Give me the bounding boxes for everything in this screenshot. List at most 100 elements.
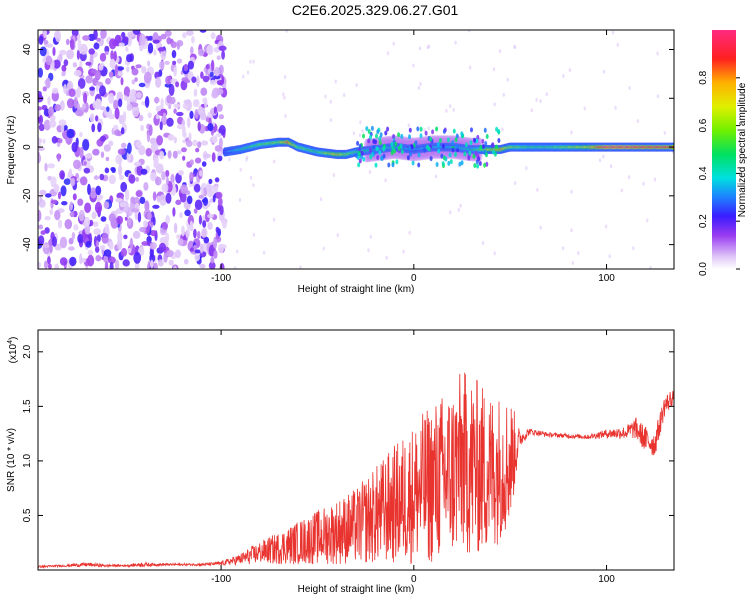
heatmap-disturbed-cell <box>409 151 413 157</box>
heatmap-disturbed-cell <box>493 151 497 157</box>
heatmap-disturbed-cell <box>387 162 391 168</box>
heatmap-disturbed-cell <box>358 158 362 164</box>
heatmap-noise-cell <box>186 117 191 128</box>
heatmap-sparse-cell <box>418 46 422 51</box>
heatmap-noise-cell <box>180 184 188 195</box>
heatmap-sparse-cell <box>238 198 242 202</box>
heatmap-sparse-cell <box>252 183 255 188</box>
heatmap-sparse-cell <box>427 126 430 131</box>
heatmap-disturbed-cell <box>395 159 399 165</box>
heatmap-noise-cell <box>152 39 160 44</box>
heatmap-noise-cell <box>150 230 157 237</box>
heatmap-noise-cell <box>66 82 72 90</box>
heatmap-noise-cell <box>175 249 181 259</box>
heatmap-noise-cell <box>115 259 120 269</box>
heatmap-noise-cell <box>194 249 202 254</box>
heatmap-disturbed-cell <box>441 143 445 149</box>
heatmap-disturbed-cell <box>491 142 495 148</box>
heatmap-sparse-cell <box>568 68 572 73</box>
heatmap-noise-cell <box>183 99 191 105</box>
heatmap-noise-cell <box>95 115 99 122</box>
heatmap-noise-cell <box>140 168 148 175</box>
heatmap-noise-cell <box>114 129 121 136</box>
heatmap-noise-cell <box>155 114 160 120</box>
heatmap-noise-cell <box>164 83 172 88</box>
heatmap-disturbed-cell <box>360 150 364 156</box>
heatmap-noise-cell <box>146 212 152 220</box>
heatmap-disturbed-cell <box>384 130 388 136</box>
heatmap-noise-cell <box>213 250 218 259</box>
heatmap-noise-cell <box>68 88 76 97</box>
colorbar-tick-label: 0.4 <box>698 166 709 180</box>
heatmap-noise-cell <box>165 75 172 85</box>
heatmap-noise-cell <box>119 175 124 180</box>
heatmap-noise-cell <box>108 140 114 147</box>
heatmap-noise-cell <box>150 259 154 269</box>
heatmap-noise-cell <box>209 71 214 78</box>
heatmap-disturbed-cell <box>479 144 483 150</box>
heatmap-noise-cell <box>199 263 206 269</box>
heatmap-noise-cell <box>159 121 163 131</box>
heatmap-noise-cell <box>176 111 184 117</box>
heatmap-noise-cell <box>55 30 61 43</box>
heatmap-noise-cell <box>132 105 140 117</box>
heatmap-sparse-cell <box>369 234 372 239</box>
heatmap-disturbed-cell <box>369 147 372 153</box>
heatmap-noise-cell <box>181 225 185 237</box>
heatmap-sparse-cell <box>448 104 452 109</box>
heatmap-noise-cell <box>63 84 67 94</box>
heatmap-noise-cell <box>150 242 157 250</box>
heatmap-noise-cell <box>137 211 142 223</box>
heatmap-noise-cell <box>38 137 43 144</box>
heatmap-noise-cell <box>210 32 216 40</box>
heatmap-sparse-cell <box>649 265 652 269</box>
heatmap-noise-cell <box>189 159 194 166</box>
heatmap-noise-cell <box>192 100 200 108</box>
heatmap-disturbed-cell <box>467 155 471 161</box>
heatmap-noise-cell <box>194 109 199 119</box>
heatmap-noise-cell <box>73 224 79 231</box>
heatmap-noise-cell <box>214 66 220 77</box>
heatmap-noise-cell <box>153 157 159 167</box>
heatmap-noise-cell <box>120 247 128 257</box>
heatmap-noise-cell <box>45 193 52 198</box>
heatmap-noise-cell <box>59 236 68 249</box>
colorbar-tick-label: 0.8 <box>698 70 709 84</box>
heatmap-noise-cell <box>213 238 217 249</box>
heatmap-noise-cell <box>108 174 117 185</box>
heatmap-noise-cell <box>38 224 44 230</box>
heatmap-disturbed-cell <box>469 140 473 146</box>
heatmap-noise-cell <box>132 230 141 239</box>
heatmap-disturbed-cell <box>454 152 457 157</box>
heatmap-noise-cell <box>123 234 128 240</box>
heatmap-noise-cell <box>205 64 210 70</box>
heatmap-noise-cell <box>104 45 110 54</box>
heatmap-noise-cell <box>79 131 83 138</box>
heatmap-noise-cell <box>108 241 114 250</box>
heatmap-noise-cell <box>139 196 146 204</box>
heatmap-noise-cell <box>124 188 130 201</box>
heatmap-sparse-cell <box>514 181 517 186</box>
heatmap-noise-cell <box>61 201 68 206</box>
heatmap-disturbed-cell <box>414 140 418 146</box>
heatmap-noise-cell <box>79 176 88 186</box>
heatmap-noise-cell <box>166 37 172 45</box>
heatmap-sparse-cell <box>616 42 619 47</box>
heatmap-disturbed-cell <box>481 144 485 149</box>
heatmap-noise-cell <box>173 222 178 234</box>
heatmap-noise-cell <box>72 193 77 201</box>
heatmap-sparse-cell <box>632 246 635 251</box>
heatmap-sparse-cell <box>319 197 323 202</box>
heatmap-noise-cell <box>118 42 125 47</box>
heatmap-noise-cell <box>184 79 191 84</box>
heatmap-noise-cell <box>202 97 207 104</box>
heatmap-noise-cell <box>44 216 51 221</box>
heatmap-noise-cell <box>38 106 43 111</box>
heatmap-noise-cell <box>64 219 73 230</box>
heatmap-noise-cell <box>198 48 205 57</box>
heatmap-noise-cell <box>135 91 142 99</box>
heatmap-noise-cell <box>159 151 165 160</box>
heatmap-noise-cell <box>57 153 61 162</box>
heatmap-sparse-cell <box>502 92 505 97</box>
heatmap-disturbed-cell <box>463 151 467 157</box>
